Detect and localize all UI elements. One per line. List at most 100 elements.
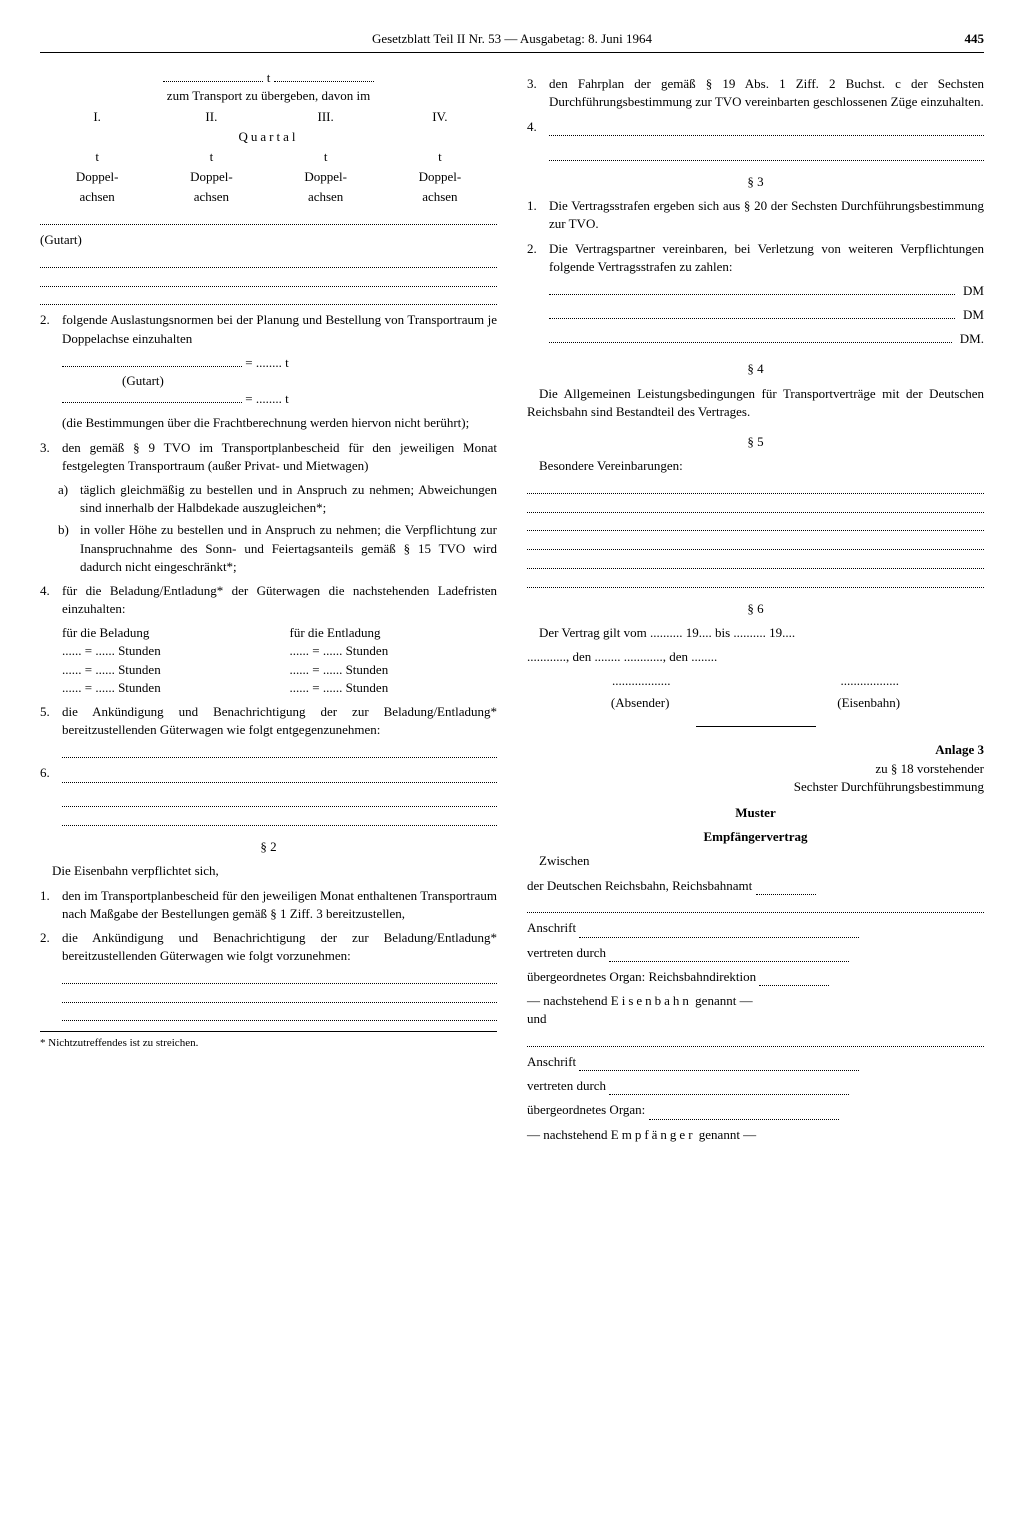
fill-line xyxy=(527,537,984,550)
eq-line-1: = ........ t xyxy=(62,354,497,372)
gutart-label: (Gutart) xyxy=(40,231,497,249)
transport-text: zum Transport zu übergeben, davon im xyxy=(40,87,497,105)
stunden-row: ...... = ...... Stunden ...... = ...... … xyxy=(62,642,497,660)
section-4-heading: § 4 xyxy=(527,360,984,378)
t3: t xyxy=(269,148,383,166)
absender-label: (Absender) xyxy=(611,694,669,712)
a3: achsen xyxy=(269,188,383,206)
anlage-sub2: Sechster Durchführungsbestimmung xyxy=(527,778,984,796)
fill-line xyxy=(527,1034,984,1047)
unit-t: t xyxy=(267,70,271,85)
fill-line xyxy=(527,575,984,588)
fill-line xyxy=(40,274,497,287)
t1: t xyxy=(40,148,154,166)
page-header: Gesetzblatt Teil II Nr. 53 — Ausgabetag:… xyxy=(40,30,984,53)
vertreten-line-2: vertreten durch xyxy=(527,1077,984,1095)
stunden-r: ...... = ...... Stunden xyxy=(290,679,498,697)
anschrift-line: Anschrift xyxy=(527,919,984,937)
s2-item-1: 1. den im Transportplanbescheid für den … xyxy=(40,887,497,923)
a2: achsen xyxy=(154,188,268,206)
fill-line xyxy=(40,213,497,226)
stunden-row: ...... = ...... Stunden ...... = ...... … xyxy=(62,661,497,679)
item-3a-text: täglich gleichmäßig zu bestellen und in … xyxy=(80,481,497,517)
dm-line: DM. xyxy=(549,330,984,348)
entladung-label: für die Entladung xyxy=(290,624,498,642)
separator-rule xyxy=(696,726,816,727)
fill-line xyxy=(527,556,984,569)
t4: t xyxy=(383,148,497,166)
s2-item-1-text: den im Transportplanbescheid für den jew… xyxy=(62,887,497,923)
d2: Doppel- xyxy=(154,168,268,186)
drb-text: der Deutschen Reichsbahn, Reichsbahnamt xyxy=(527,878,752,893)
achsen-row: achsen achsen achsen achsen xyxy=(40,188,497,206)
item-2-note: (die Bestimmungen über die Frachtberechn… xyxy=(62,414,497,432)
item-3-text: den gemäß § 9 TVO im Transportplanbesche… xyxy=(62,439,497,475)
quarter-header-row: I. II. III. IV. xyxy=(40,108,497,126)
s2-item-3-text: den Fahrplan der gemäß § 19 Abs. 1 Ziff.… xyxy=(549,75,984,111)
signature-labels: (Absender) (Eisenbahn) xyxy=(527,694,984,712)
section-6-heading: § 6 xyxy=(527,600,984,618)
s3-item-1-text: Die Vertragsstrafen ergeben sich aus § 2… xyxy=(549,197,984,233)
empf-genannt: — nachstehend Empfänger genannt — xyxy=(527,1126,984,1144)
fill-line xyxy=(527,519,984,532)
item-3b: b) in voller Höhe zu bestellen und in An… xyxy=(58,521,497,576)
s3-item-2-text: Die Vertragspartner vereinbaren, bei Ver… xyxy=(549,240,984,276)
anlage-block: Anlage 3 zu § 18 vorstehender Sechster D… xyxy=(527,741,984,796)
gutart-2: (Gutart) xyxy=(62,372,497,390)
footnote-rule xyxy=(40,1031,497,1032)
fill-line xyxy=(62,813,497,826)
fill-line xyxy=(549,124,984,137)
fill-line xyxy=(527,500,984,513)
d3: Doppel- xyxy=(269,168,383,186)
anschrift-label: Anschrift xyxy=(527,1054,576,1069)
muster-label: Muster xyxy=(527,804,984,822)
fill-line xyxy=(40,293,497,306)
s3-item-2: 2. Die Vertragspartner vereinbaren, bei … xyxy=(527,240,984,276)
s2-item-2-text: die Ankündigung und Benachrichtigung der… xyxy=(62,929,497,965)
section-4-text: Die Allgemeinen Leistungsbedingungen für… xyxy=(527,385,984,421)
fill-line xyxy=(62,770,497,783)
content-columns: t zum Transport zu übergeben, davon im I… xyxy=(40,69,984,1144)
fill-line xyxy=(527,481,984,494)
section-2-intro: Die Eisenbahn verpflichtet sich, xyxy=(40,862,497,880)
footnote-text: * Nichtzutreffendes ist zu streichen. xyxy=(40,1036,497,1051)
vertreten-label: vertreten durch xyxy=(527,945,606,960)
load-unload-header: für die Beladung für die Entladung xyxy=(62,624,497,642)
vertreten-line: vertreten durch xyxy=(527,944,984,962)
a4: achsen xyxy=(383,188,497,206)
section-2-heading: § 2 xyxy=(40,838,497,856)
dm-line: DM xyxy=(549,282,984,300)
section-6-text: Der Vertrag gilt vom .......... 19.... b… xyxy=(527,624,984,642)
ueber-organ-label: übergeordnetes Organ: Reichsbahndirektio… xyxy=(527,969,756,984)
ueber-organ-line-2: übergeordnetes Organ: xyxy=(527,1101,984,1119)
section-5-heading: § 5 xyxy=(527,433,984,451)
stunden-row: ...... = ...... Stunden ...... = ...... … xyxy=(62,679,497,697)
header-title: Gesetzblatt Teil II Nr. 53 — Ausgabetag:… xyxy=(372,31,652,46)
stunden-l: ...... = ...... Stunden xyxy=(62,661,270,679)
section-5-intro: Besondere Vereinbarungen: xyxy=(527,457,984,475)
stunden-r: ...... = ...... Stunden xyxy=(290,661,498,679)
q2: II. xyxy=(154,108,268,126)
s2-item-4-no: 4. xyxy=(527,118,543,143)
fill-line xyxy=(62,795,497,808)
und-label: und xyxy=(527,1010,984,1028)
fill-line xyxy=(549,148,984,161)
dm-line: DM xyxy=(549,306,984,324)
zwischen-label: Zwischen xyxy=(527,852,984,870)
ueber-organ-line: übergeordnetes Organ: Reichsbahndirektio… xyxy=(527,968,984,986)
beladung-label: für die Beladung xyxy=(62,624,270,642)
vertreten-label: vertreten durch xyxy=(527,1078,606,1093)
d4: Doppel- xyxy=(383,168,497,186)
item-5: 5. die Ankündigung und Benachrichtigung … xyxy=(40,703,497,739)
s2-item-3: 3. den Fahrplan der gemäß § 19 Abs. 1 Zi… xyxy=(527,75,984,111)
dm-label: DM xyxy=(963,282,984,300)
q1: I. xyxy=(40,108,154,126)
right-column: 3. den Fahrplan der gemäß § 19 Abs. 1 Zi… xyxy=(527,69,984,1144)
page-number: 445 xyxy=(965,30,985,48)
anschrift-label: Anschrift xyxy=(527,920,576,935)
fill-line xyxy=(40,255,497,268)
item-3: 3. den gemäß § 9 TVO im Transportplanbes… xyxy=(40,439,497,475)
eq-line-2: = ........ t xyxy=(62,390,497,408)
item-6-no: 6. xyxy=(40,764,56,789)
fill-line xyxy=(62,1009,497,1022)
